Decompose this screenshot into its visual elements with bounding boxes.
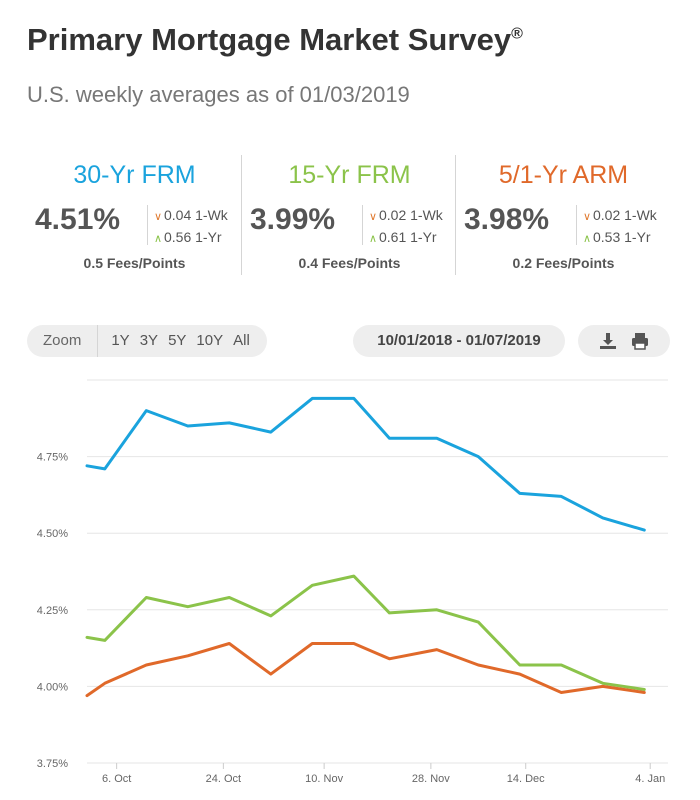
x-tick-label: 14. Dec [507,773,545,785]
yearly-change: ∧ 0.53 1-Yr [583,227,657,249]
print-icon[interactable] [629,330,651,352]
y-tick-label: 4.75% [37,452,68,464]
page-subtitle: U.S. weekly averages as of 01/03/2019 [27,82,410,107]
chart-tools [578,325,670,357]
rate-summary: 30-Yr FRM 4.51% ∨ 0.04 1-Wk ∧ 0.56 1-Yr 0.… [27,155,673,275]
zoom-10y-button[interactable]: 10Y [196,332,224,349]
series-line-5-1-arm [85,642,646,698]
x-tick-label: 10. Nov [305,773,343,785]
x-tick-label: 6. Oct [102,773,131,785]
yearly-change: ∧ 0.61 1-Yr [369,227,443,249]
x-tick-label: 4. Jan [635,773,665,785]
fees-points: 0.4 Fees/Points [298,255,401,271]
weekly-change: ∨ 0.02 1-Wk [583,205,657,227]
registered-mark: ® [511,25,523,43]
rate-changes: ∨ 0.02 1-Wk ∧ 0.61 1-Yr [362,205,443,245]
rate-trend-chart: 3.75% 4.00% 4.25% 4.50% 4.75% 6. Oct 24. Oct 1… [37,379,668,785]
down-arrow-icon: ∨ [583,211,592,223]
download-icon[interactable] [597,330,619,352]
up-arrow-icon: ∧ [154,233,163,245]
weekly-change: ∨ 0.04 1-Wk [154,205,228,227]
weekly-change: ∨ 0.02 1-Wk [369,205,443,227]
y-tick-label: 4.25% [37,605,68,617]
rate-changes: ∨ 0.02 1-Wk ∧ 0.53 1-Yr [576,205,657,245]
zoom-label: Zoom [27,325,99,357]
y-tick-label: 3.75% [37,758,68,770]
zoom-3y-button[interactable]: 3Y [139,332,159,349]
rate-name: 15-Yr FRM [288,161,411,189]
y-tick-label: 4.50% [37,528,68,540]
date-range-selector[interactable]: 10/01/2018 - 01/07/2019 [353,325,565,357]
up-arrow-icon: ∧ [369,233,378,245]
rate-name: 30-Yr FRM [73,161,196,189]
up-arrow-icon: ∧ [583,233,592,245]
page-title: Primary Mortgage Market Survey® [27,22,523,57]
yearly-change: ∧ 0.56 1-Yr [154,227,228,249]
series-line-30yr-frm [85,396,646,532]
rate-value: 3.99% [250,203,336,236]
x-tick-label: 28. Nov [412,773,450,785]
zoom-1y-button[interactable]: 1Y [111,332,130,349]
down-arrow-icon: ∨ [154,211,163,223]
rate-changes: ∨ 0.04 1-Wk ∧ 0.56 1-Yr [147,205,228,245]
zoom-5y-button[interactable]: 5Y [168,332,187,349]
zoom-control: Zoom 1Y 3Y 5Y 10Y All [27,325,267,357]
y-tick-label: 4.00% [37,681,68,693]
zoom-all-button[interactable]: All [233,332,250,349]
down-arrow-icon: ∨ [369,211,378,223]
rate-card-30yr: 30-Yr FRM 4.51% ∨ 0.04 1-Wk ∧ 0.56 1-Yr 0.… [27,155,242,275]
rate-card-arm: 5/1-Yr ARM 3.98% ∨ 0.02 1-Wk ∧ 0.53 1-Yr 0… [455,155,671,275]
x-tick-label: 24. Oct [206,773,241,785]
rate-value: 4.51% [35,203,121,236]
fees-points: 0.2 Fees/Points [512,255,615,271]
fees-points: 0.5 Fees/Points [83,255,186,271]
rate-name: 5/1-Yr ARM [498,161,629,189]
rate-card-15yr: 15-Yr FRM 3.99% ∨ 0.02 1-Wk ∧ 0.61 1-Yr 0.… [241,155,457,275]
series-line-15yr-frm [85,574,646,691]
rate-value: 3.98% [464,203,550,236]
